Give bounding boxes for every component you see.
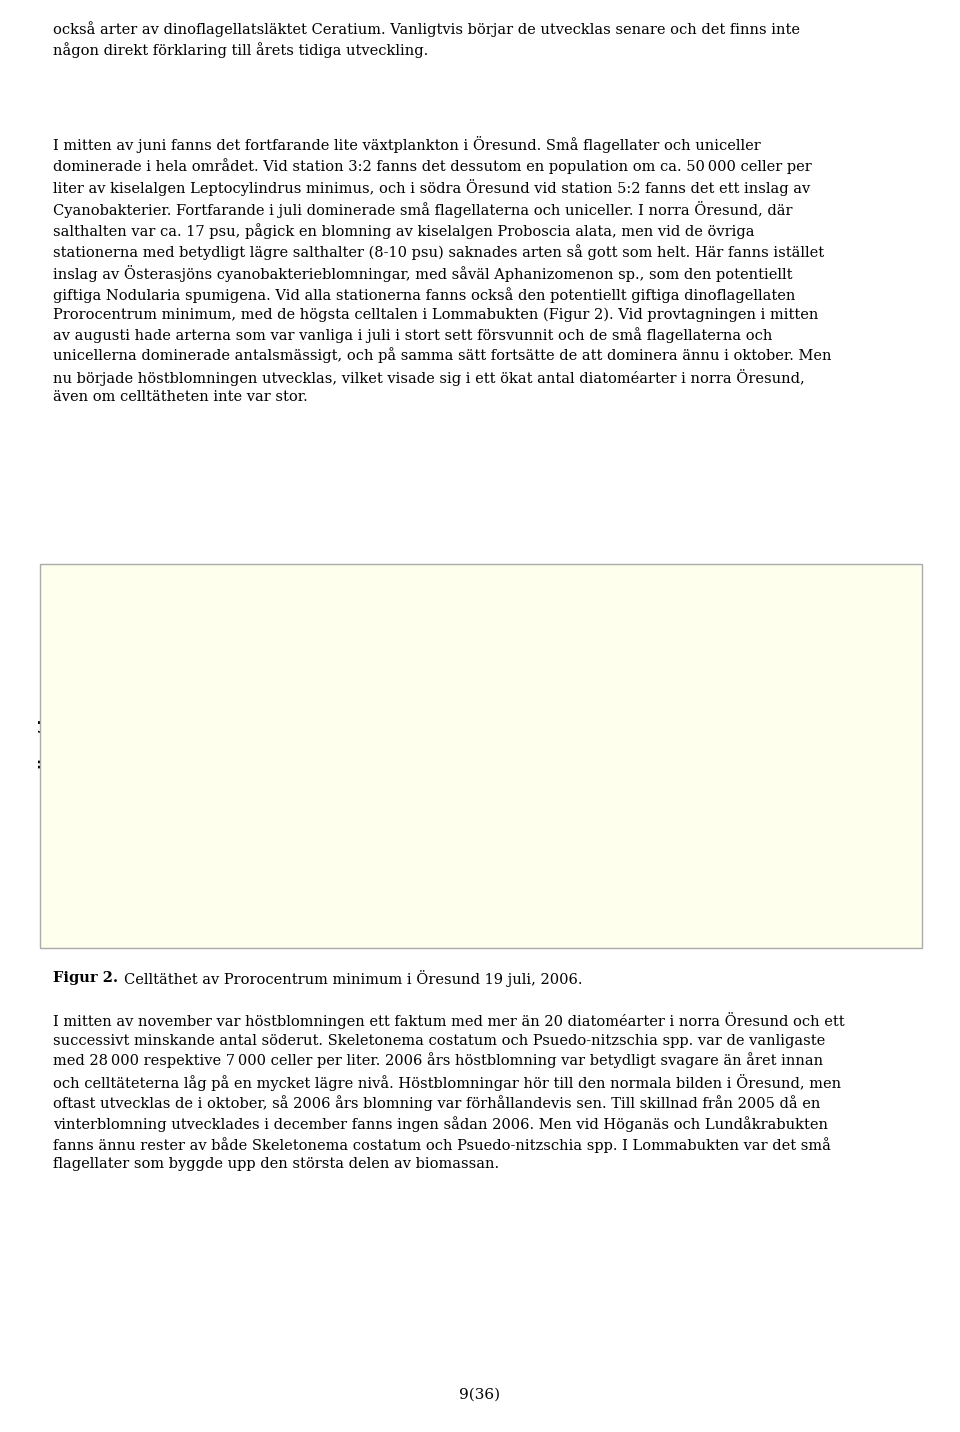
Text: 9(36): 9(36)	[460, 1388, 500, 1402]
Text: Celltäthet av Prorocentrum minimum i Öresund 19 juli, 2006.: Celltäthet av Prorocentrum minimum i Öre…	[125, 969, 583, 987]
Bar	[147, 793, 242, 924]
Text: Prorocentrum minimum
19 juli, 2006: Prorocentrum minimum 19 juli, 2006	[551, 607, 792, 649]
Text: I mitten av november var höstblomningen ett faktum med mer än 20 diatoméarter i : I mitten av november var höstblomningen …	[53, 1012, 845, 1171]
Bar	[358, 626, 453, 924]
Y-axis label: celler / L: celler / L	[38, 715, 54, 789]
Text: också arter av dinoflagellatsläktet ⁣Ceratium⁣. Vanligtvis börjar de utvecklas s: också arter av dinoflagellatsläktet ⁣Cer…	[53, 21, 800, 59]
Text: Figur 2.: Figur 2.	[53, 971, 118, 985]
Bar	[780, 896, 876, 924]
Bar	[569, 760, 664, 924]
Text: I mitten av juni fanns det fortfarande lite växtplankton i Öresund. Små flagella: I mitten av juni fanns det fortfarande l…	[53, 136, 831, 404]
